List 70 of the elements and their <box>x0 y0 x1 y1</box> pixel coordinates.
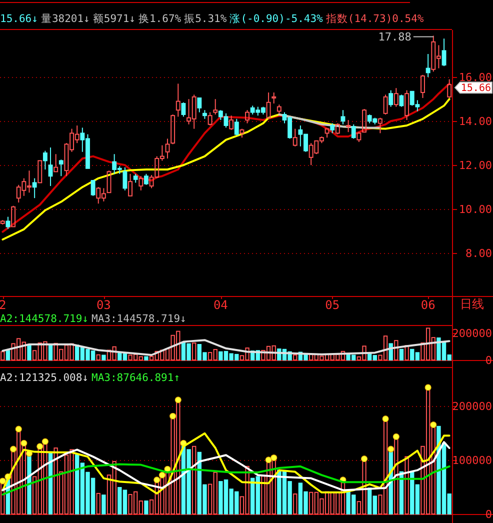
point <box>392 433 400 440</box>
y-tick-label: 12.00 <box>458 159 492 172</box>
point <box>382 416 389 422</box>
point <box>265 456 272 464</box>
point <box>20 440 28 446</box>
bar <box>399 348 404 360</box>
bar <box>102 354 106 360</box>
line-series <box>278 114 382 129</box>
bar <box>0 351 5 360</box>
text: 量38201↓ <box>40 13 90 25</box>
point <box>424 384 432 391</box>
annotation: 17.88 <box>378 30 412 44</box>
text: 指数(14.73)0.54% <box>324 13 424 25</box>
bar <box>192 342 196 360</box>
text: 15.66 <box>460 83 491 94</box>
annotation: A2:121325.008↓ <box>0 372 89 384</box>
bar <box>144 500 148 514</box>
bar <box>293 354 298 360</box>
y-tick-label: 200000 <box>452 327 492 340</box>
y-tick-label: 16.00 <box>458 71 492 84</box>
point <box>42 438 48 445</box>
x-tick-label: 06 <box>420 298 436 312</box>
text: 15.66↓ <box>0 13 38 25</box>
x-axis-title: 日线 <box>460 297 484 311</box>
point <box>270 454 278 462</box>
y-tick-label: 10.00 <box>458 203 492 216</box>
bar <box>404 345 409 360</box>
point <box>154 476 160 484</box>
candlestick <box>346 119 351 133</box>
text: 额5971↓ <box>92 12 136 25</box>
point <box>158 472 166 478</box>
y-tick-label: 14.00 <box>458 115 492 128</box>
bar <box>27 344 32 360</box>
x-tick-label: 2 <box>0 298 6 312</box>
candlestick <box>165 138 170 159</box>
bar <box>394 340 398 360</box>
point <box>170 412 176 420</box>
bar <box>293 493 298 514</box>
x-tick-label: 05 <box>325 298 340 312</box>
line-series <box>2 339 450 356</box>
point <box>430 421 437 428</box>
y-tick-label: 200000 <box>452 400 492 413</box>
y-tick-label: 100000 <box>452 454 492 467</box>
point <box>388 446 394 452</box>
bar <box>144 356 148 360</box>
candlestick <box>340 110 346 125</box>
point <box>0 478 6 484</box>
text: 振5.31% <box>184 13 228 25</box>
annotation: MA3:87646.891↑ <box>92 372 180 384</box>
x-tick-label: 03 <box>96 298 111 312</box>
bar <box>6 350 10 360</box>
point <box>15 426 22 432</box>
y-tick-label: 8.00 <box>466 247 492 260</box>
bar <box>102 494 106 514</box>
bar <box>96 492 100 514</box>
x-tick-label: 04 <box>213 298 228 312</box>
text: 涨(-0.90)-5.43% <box>230 13 324 25</box>
text: A2:144578.719↓ <box>0 313 89 325</box>
point <box>36 443 44 450</box>
bar <box>96 354 100 360</box>
text: MA3:144578.719↓ <box>92 313 186 325</box>
bar <box>404 456 409 514</box>
point <box>174 396 182 404</box>
text: 换1.67% <box>138 13 182 25</box>
candlestick <box>202 110 207 120</box>
candlestick <box>48 146 53 186</box>
point <box>10 446 17 452</box>
candlestick <box>176 83 180 118</box>
bar <box>192 446 196 514</box>
point <box>360 456 368 462</box>
